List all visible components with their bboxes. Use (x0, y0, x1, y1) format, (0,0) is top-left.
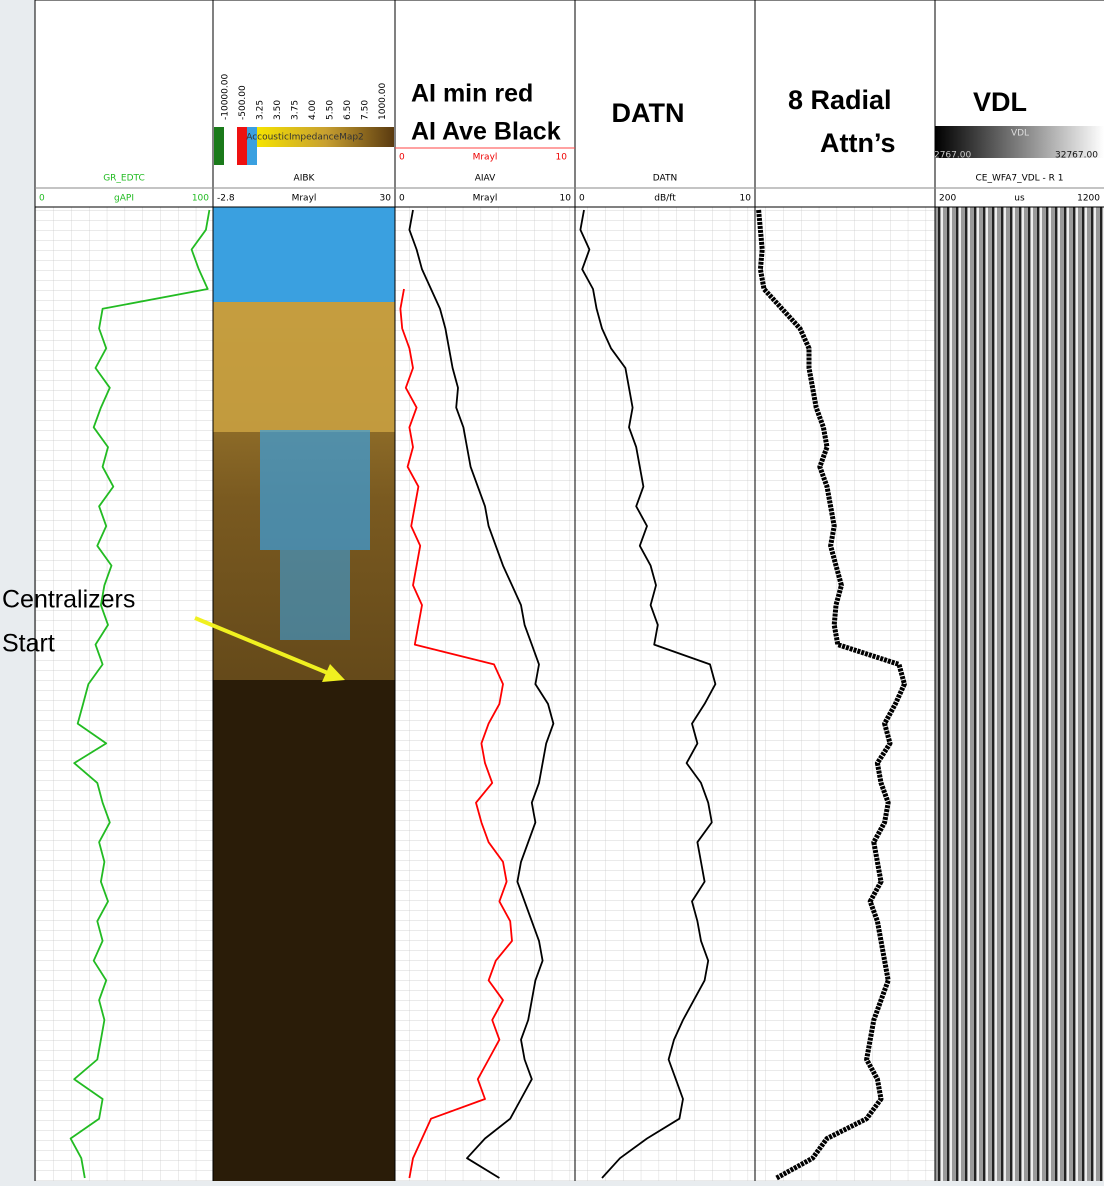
annotation: Centralizers (2, 586, 135, 614)
track: CE_WFA7_VDL - R 1 200 us 1200 VDL -32767.00 32… (925, 129, 1100, 204)
scale-min: -2.8 (217, 194, 235, 204)
annotation: AI min red (411, 80, 533, 108)
track-header: GR_EDTC (103, 174, 145, 184)
map-label: 7.50 (361, 100, 371, 120)
arrow (194, 616, 345, 682)
scale-min: 0 (39, 194, 45, 204)
map-label: 1000.00 (378, 83, 388, 120)
track-grids (35, 207, 935, 1181)
scale-max: 30 (380, 194, 392, 204)
scale-max: 10 (556, 153, 568, 163)
map-label: -500.00 (238, 85, 248, 120)
scale-max: 100 (192, 194, 209, 204)
map-label: 4.00 (308, 100, 318, 120)
annotation: Attn’s (820, 128, 896, 158)
scale-unit: Mrayl (473, 194, 498, 204)
scale-max: 10 (740, 194, 752, 204)
scale-unit: us (1014, 194, 1025, 204)
map-label: 3.75 (291, 100, 301, 120)
map-label: -10000.00 (221, 74, 231, 120)
track-header: AIAV (475, 174, 496, 184)
curve (579, 209, 717, 1179)
scale-min: 0 (399, 153, 405, 163)
scale-unit: Mrayl (292, 194, 317, 204)
map-label: 3.50 (273, 100, 283, 120)
track-borders (34, 0, 1104, 1181)
scale-unit: dB/ft (654, 194, 676, 204)
track-header: DATN (653, 174, 677, 184)
curve (399, 288, 513, 1179)
map-label: 6.50 (343, 100, 353, 120)
scale-max: 1200 (1077, 194, 1100, 204)
annotation: AI Ave Black (411, 118, 561, 146)
scale-max: 10 (560, 194, 572, 204)
vdl-bar (935, 126, 1104, 158)
vdl-image (935, 207, 1104, 1181)
annotation: DATN (612, 98, 685, 128)
bar-max: 32767.00 (1055, 151, 1098, 161)
scale-min: 200 (939, 194, 956, 204)
curve (69, 209, 211, 1179)
map-label: 5.50 (326, 100, 336, 120)
scale-unit: gAPI (114, 194, 134, 204)
scale-unit: Mrayl (473, 153, 498, 163)
annotation: 8 Radial (788, 85, 892, 115)
aibk-image (213, 207, 395, 1181)
track-header: CE_WFA7_VDL - R 1 (975, 174, 1063, 184)
scale-min: 0 (399, 194, 405, 204)
curve (408, 209, 555, 1179)
map-label: 3.25 (256, 100, 266, 120)
curve (756, 209, 907, 1181)
bar-min: -32767.00 (925, 151, 971, 161)
scale-min: 0 (579, 194, 585, 204)
annotation: Start (2, 630, 55, 658)
annotation: VDL (973, 87, 1027, 117)
color-map (214, 127, 394, 165)
map-name: AccousticImpedanceMap2 (246, 133, 364, 143)
bar-title: VDL (1011, 129, 1029, 139)
track-header: AIBK (294, 174, 316, 184)
